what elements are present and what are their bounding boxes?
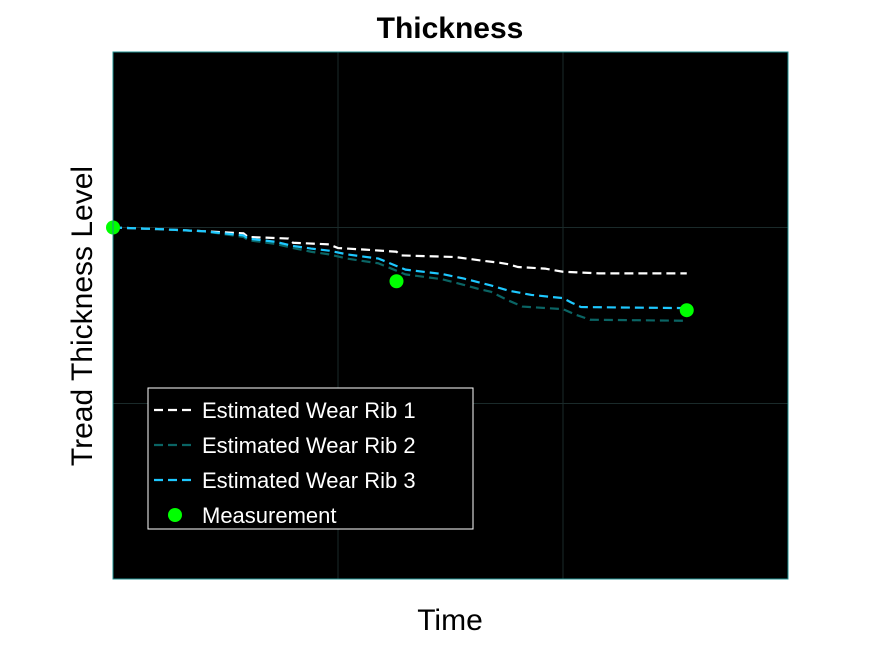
legend-label-measurement: Measurement <box>202 503 337 528</box>
legend-swatch-measurement <box>168 508 182 522</box>
x-axis-label: Time <box>417 604 483 637</box>
legend-label-estimated-wear-rib-1: Estimated Wear Rib 1 <box>202 398 416 423</box>
series-line-estimated-wear-rib-3 <box>112 226 687 310</box>
series-layer <box>106 220 694 322</box>
series-line-estimated-wear-rib-1 <box>112 226 687 275</box>
legend: Estimated Wear Rib 1 Estimated Wear Rib 2… <box>147 387 474 530</box>
axes-border <box>112 51 789 580</box>
measurement-point-2 <box>389 274 404 289</box>
y-axis-label: Tread Thickness Level <box>66 166 99 466</box>
legend-label-estimated-wear-rib-3: Estimated Wear Rib 3 <box>202 468 416 493</box>
measurement-point-3 <box>679 303 694 318</box>
legend-box <box>147 387 474 530</box>
series-line-estimated-wear-rib-2 <box>112 226 687 322</box>
chart-title: Thickness <box>377 12 524 45</box>
legend-label-estimated-wear-rib-2: Estimated Wear Rib 2 <box>202 433 416 458</box>
